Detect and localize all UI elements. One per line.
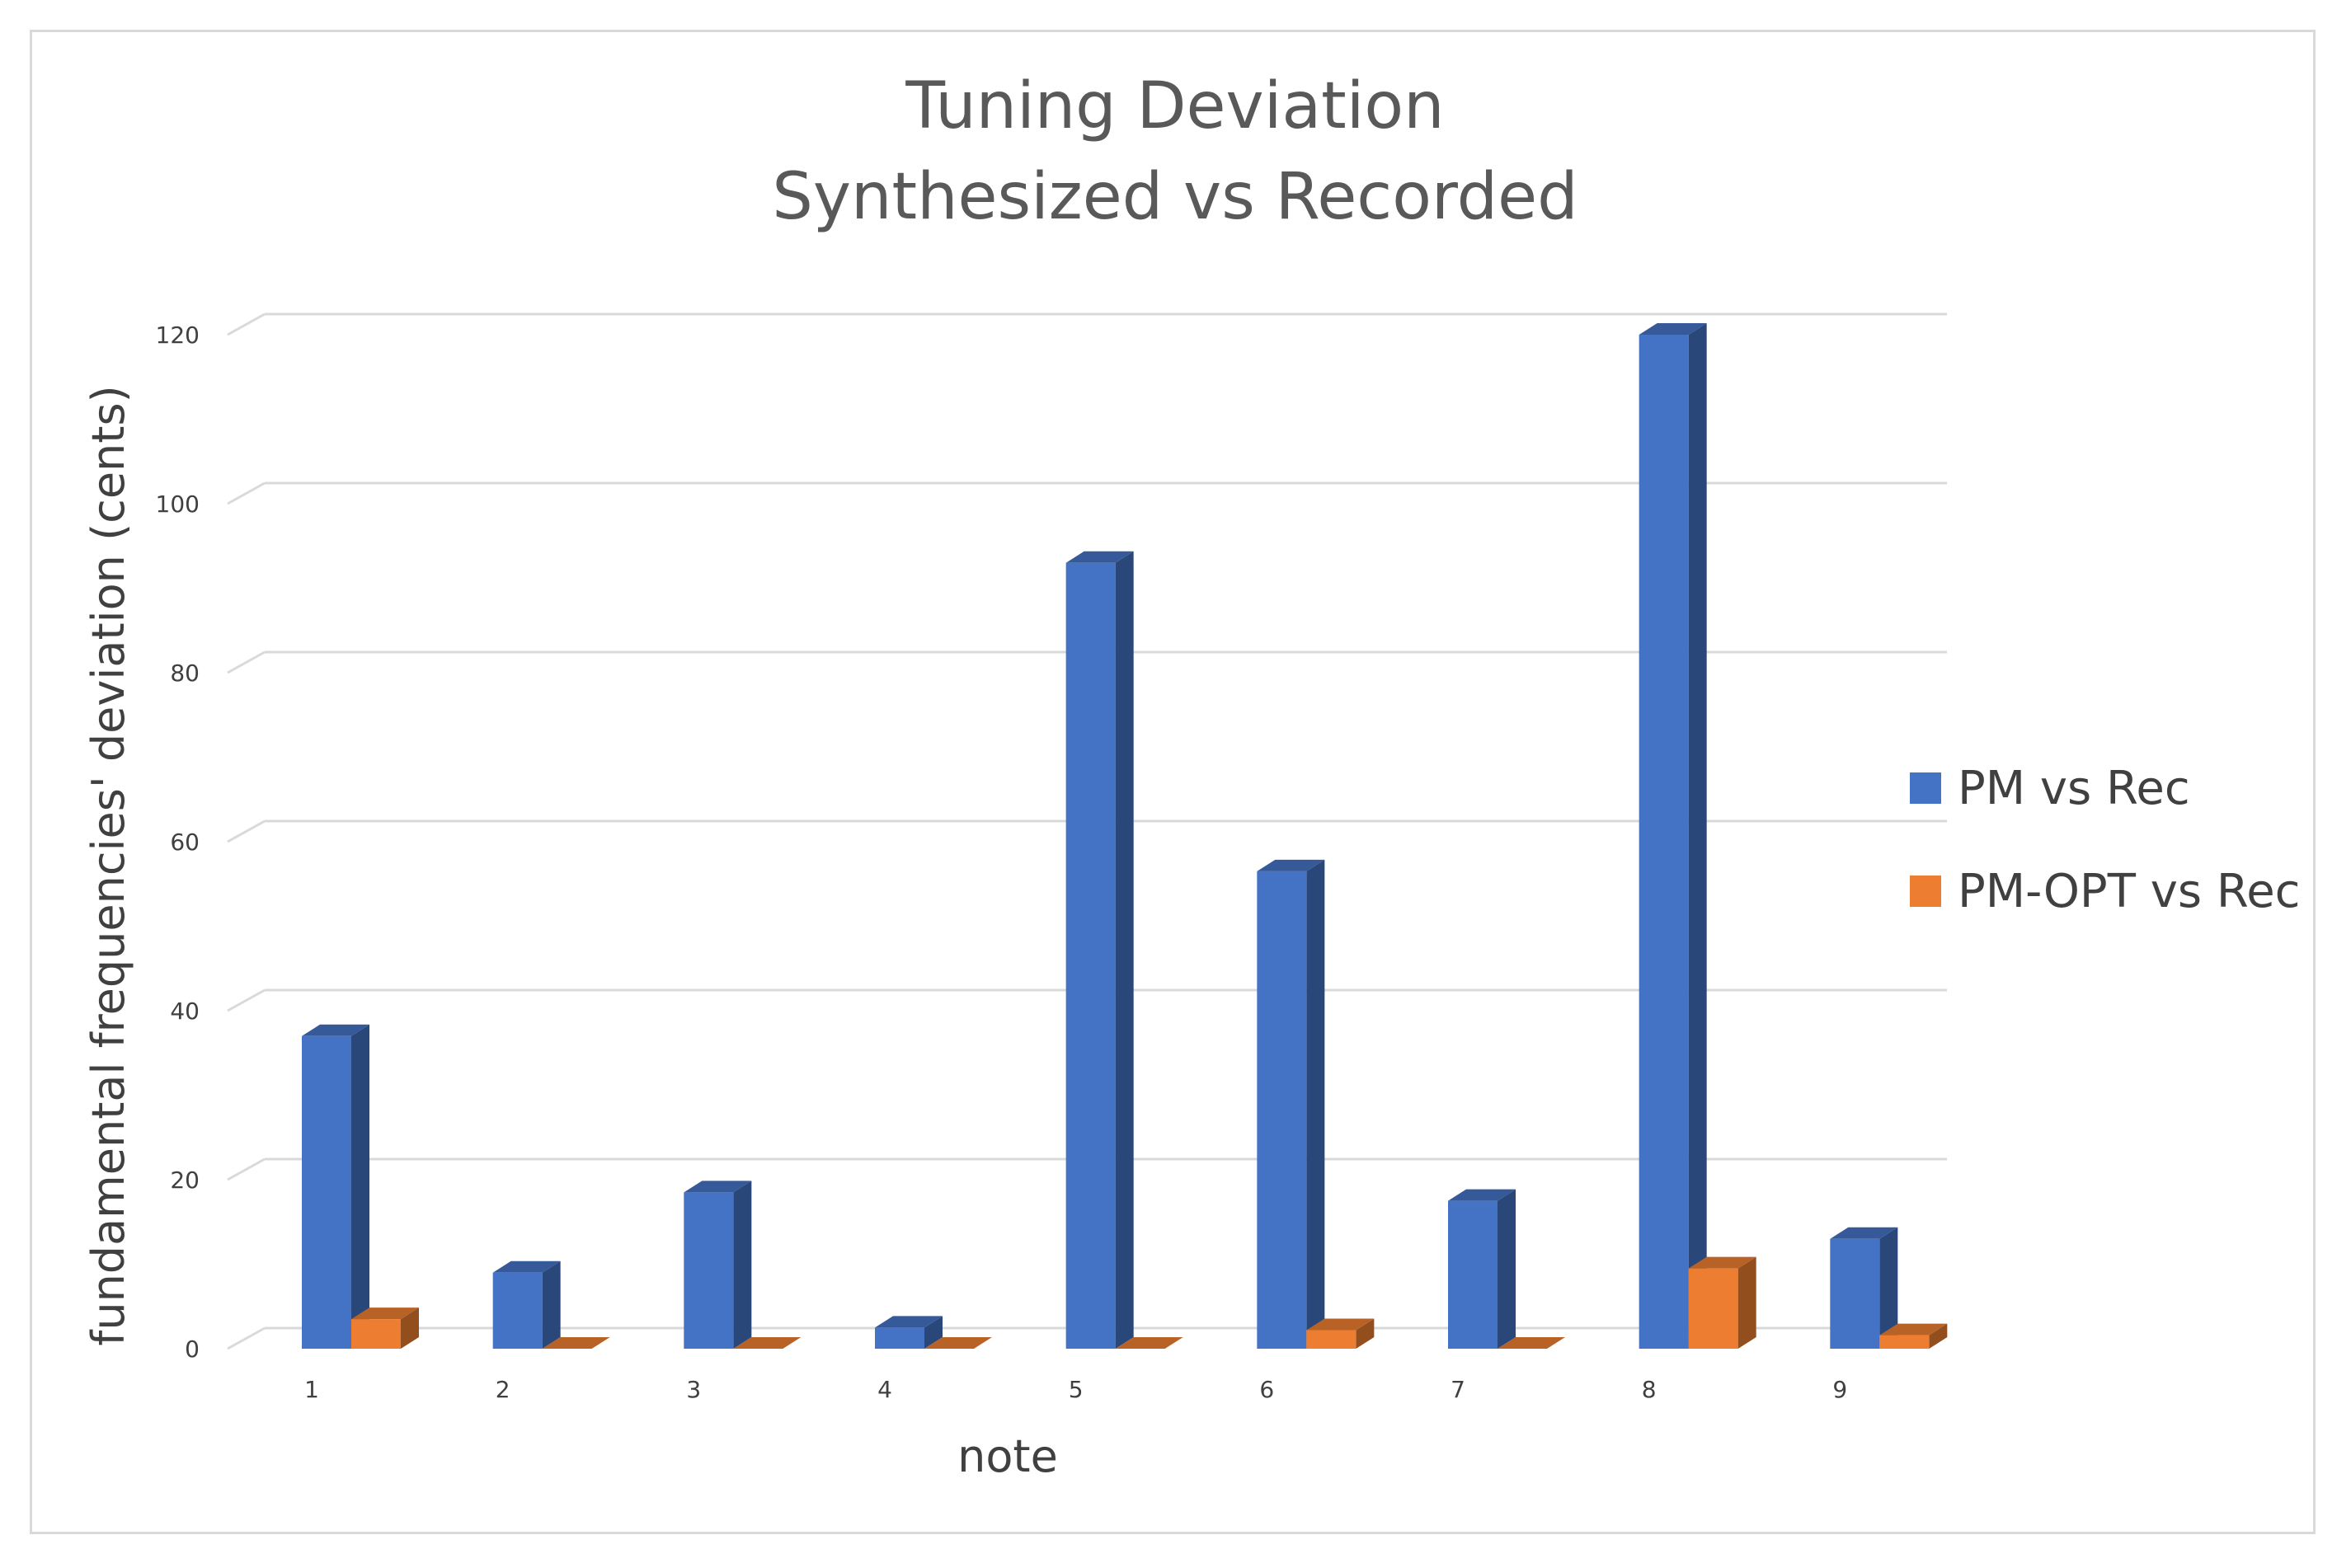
bar-side bbox=[351, 1024, 369, 1349]
gridline-depth bbox=[227, 988, 266, 1012]
chart-title: Tuning Deviation bbox=[905, 69, 1444, 143]
bar bbox=[684, 1181, 752, 1349]
bar-top bbox=[1257, 859, 1325, 871]
x-tick-label: 9 bbox=[1832, 1376, 1847, 1403]
bar-side bbox=[1356, 1318, 1375, 1349]
y-axis-title: fundamental frequencies' deviation (cent… bbox=[82, 385, 134, 1345]
bar-top bbox=[302, 1024, 369, 1036]
bar-top bbox=[1065, 551, 1134, 563]
bar-front bbox=[875, 1327, 924, 1349]
y-tick-label: 120 bbox=[156, 322, 200, 349]
y-axis-ticks: 0 20 40 60 80 100 120 bbox=[156, 322, 200, 1363]
bar-side bbox=[924, 1316, 943, 1349]
bar-side bbox=[1115, 551, 1134, 1349]
bar bbox=[302, 1024, 369, 1349]
bar bbox=[1257, 859, 1325, 1349]
bar-front bbox=[1879, 1335, 1930, 1349]
bar-side bbox=[1498, 1189, 1516, 1349]
x-tick-label: 1 bbox=[304, 1376, 319, 1403]
bar-top bbox=[684, 1181, 752, 1193]
bar-top bbox=[1688, 1256, 1756, 1269]
y-tick-label: 100 bbox=[156, 491, 200, 518]
bar bbox=[1115, 1337, 1183, 1349]
bar-side bbox=[1879, 1227, 1898, 1349]
bar-front bbox=[1448, 1200, 1498, 1349]
bar-side bbox=[733, 1181, 752, 1349]
bar-top bbox=[1639, 323, 1707, 335]
bar-side bbox=[1688, 323, 1707, 1349]
bar bbox=[492, 1261, 561, 1349]
bar-side bbox=[1737, 1256, 1756, 1349]
legend-label: PM vs Rec bbox=[1958, 762, 2190, 815]
bar-top bbox=[492, 1261, 561, 1273]
x-tick-label: 7 bbox=[1451, 1376, 1465, 1403]
bar-front bbox=[351, 1319, 401, 1349]
gridline-depth bbox=[227, 1157, 266, 1181]
x-tick-label: 4 bbox=[877, 1376, 892, 1403]
bar-top bbox=[1879, 1323, 1948, 1336]
bar bbox=[1830, 1227, 1898, 1349]
bar-front bbox=[492, 1272, 543, 1349]
bar-front bbox=[684, 1192, 734, 1349]
gridline-depth bbox=[227, 481, 266, 505]
bar bbox=[1448, 1189, 1516, 1349]
bars bbox=[302, 323, 1948, 1349]
bar-side bbox=[542, 1261, 561, 1349]
bar-front bbox=[1065, 562, 1116, 1349]
bar bbox=[1498, 1337, 1565, 1349]
bar-front bbox=[1688, 1268, 1738, 1349]
bar-side bbox=[1306, 859, 1325, 1349]
bar-front bbox=[1639, 335, 1689, 1349]
bar-front bbox=[1830, 1238, 1880, 1349]
y-tick-label: 20 bbox=[170, 1167, 200, 1194]
bar-top bbox=[1306, 1318, 1375, 1331]
bar-side bbox=[1929, 1323, 1948, 1349]
bar-side bbox=[401, 1307, 419, 1349]
x-tick-label: 6 bbox=[1259, 1376, 1274, 1403]
x-tick-label: 2 bbox=[496, 1376, 510, 1403]
legend: PM vs Rec PM-OPT vs Rec bbox=[1910, 762, 2300, 918]
gridline-depth bbox=[227, 312, 266, 336]
x-tick-label: 5 bbox=[1069, 1376, 1084, 1403]
bar bbox=[1065, 551, 1134, 1349]
bar bbox=[924, 1337, 992, 1349]
gridline-depth bbox=[227, 1326, 266, 1350]
bar-front bbox=[1306, 1330, 1357, 1349]
bar-top bbox=[733, 1337, 802, 1349]
y-tick-label: 0 bbox=[185, 1336, 200, 1363]
y-tick-label: 80 bbox=[170, 660, 200, 687]
legend-swatch bbox=[1910, 772, 1941, 804]
bar-top bbox=[1498, 1337, 1565, 1349]
x-tick-label: 3 bbox=[686, 1376, 701, 1403]
bar-front bbox=[1257, 871, 1307, 1349]
bar bbox=[351, 1307, 419, 1349]
y-tick-label: 60 bbox=[170, 829, 200, 856]
gridline-depth bbox=[227, 650, 266, 674]
gridline-depth bbox=[227, 819, 266, 843]
bar-top bbox=[351, 1307, 419, 1320]
x-axis-ticks: 1 2 3 4 5 6 7 8 9 bbox=[304, 1376, 1847, 1403]
legend-label: PM-OPT vs Rec bbox=[1958, 865, 2300, 918]
bar-top bbox=[542, 1337, 610, 1349]
bar-front bbox=[302, 1035, 351, 1349]
x-tick-label: 8 bbox=[1642, 1376, 1657, 1403]
bar bbox=[542, 1337, 610, 1349]
bar-top bbox=[924, 1337, 992, 1349]
bar bbox=[1639, 323, 1707, 1349]
bar bbox=[733, 1337, 802, 1349]
bar-top bbox=[875, 1316, 943, 1328]
x-axis-title: note bbox=[957, 1430, 1058, 1482]
bar-top bbox=[1830, 1227, 1898, 1239]
chart-subtitle: Synthesized vs Recorded bbox=[772, 160, 1578, 234]
legend-swatch bbox=[1910, 876, 1941, 907]
bar-top bbox=[1448, 1189, 1516, 1201]
bar bbox=[1306, 1318, 1375, 1349]
bar bbox=[1688, 1256, 1756, 1349]
bar bbox=[875, 1316, 943, 1349]
bar bbox=[1879, 1323, 1948, 1349]
y-tick-label: 40 bbox=[170, 998, 200, 1025]
bar-top bbox=[1115, 1337, 1183, 1349]
